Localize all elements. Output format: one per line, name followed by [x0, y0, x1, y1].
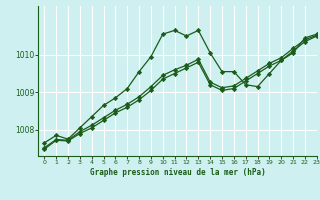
X-axis label: Graphe pression niveau de la mer (hPa): Graphe pression niveau de la mer (hPa) — [90, 168, 266, 177]
